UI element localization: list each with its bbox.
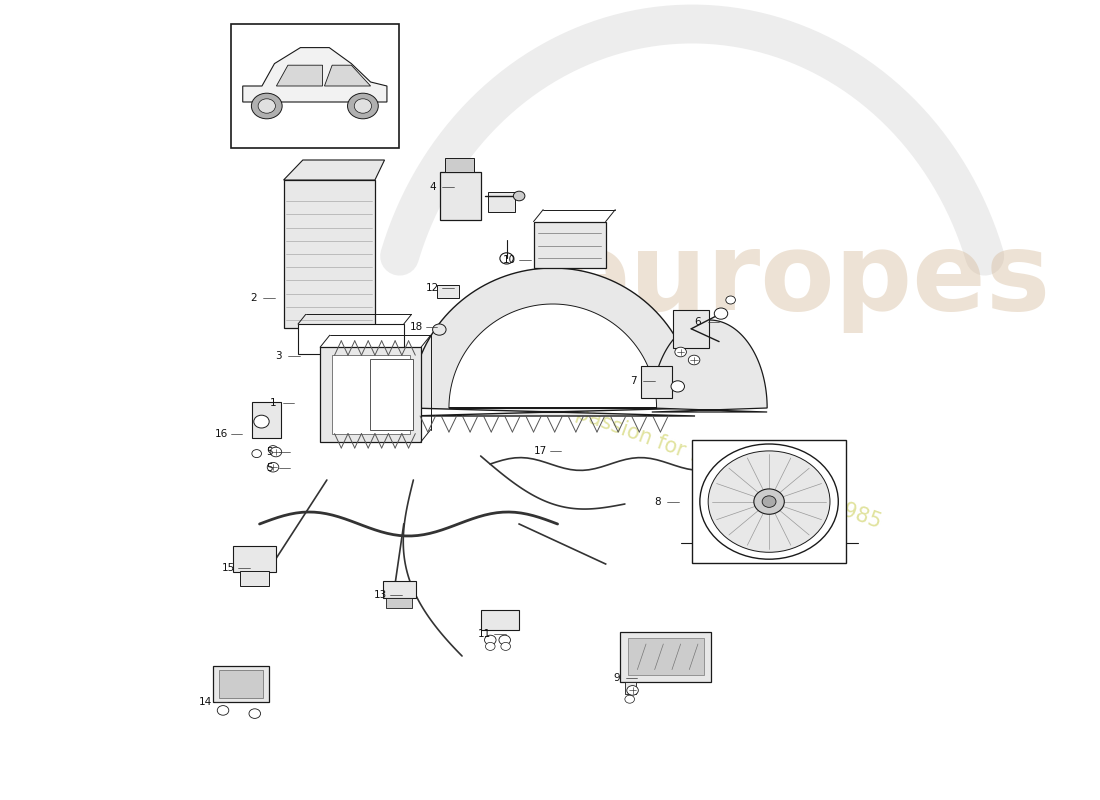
Circle shape (432, 324, 447, 335)
Circle shape (708, 451, 830, 552)
Text: 3: 3 (275, 351, 282, 361)
FancyBboxPatch shape (370, 359, 414, 430)
Circle shape (625, 695, 635, 703)
Text: 6: 6 (694, 318, 701, 327)
Polygon shape (652, 320, 767, 412)
Text: 5: 5 (266, 463, 273, 473)
FancyBboxPatch shape (440, 172, 481, 220)
Circle shape (499, 253, 514, 264)
Circle shape (499, 635, 510, 645)
Text: 11: 11 (477, 630, 491, 639)
Text: 14: 14 (199, 698, 212, 707)
FancyBboxPatch shape (620, 632, 712, 682)
Circle shape (714, 308, 728, 319)
FancyBboxPatch shape (252, 402, 280, 438)
Polygon shape (324, 66, 371, 86)
FancyBboxPatch shape (232, 546, 276, 572)
Text: 15: 15 (222, 563, 235, 573)
FancyBboxPatch shape (625, 682, 637, 694)
FancyBboxPatch shape (628, 638, 704, 675)
Text: 1: 1 (270, 398, 276, 408)
FancyBboxPatch shape (673, 310, 710, 348)
Text: 4: 4 (429, 182, 436, 192)
Circle shape (754, 489, 784, 514)
Text: 16: 16 (214, 429, 228, 438)
Polygon shape (284, 160, 385, 180)
FancyBboxPatch shape (534, 222, 606, 268)
FancyBboxPatch shape (213, 666, 270, 702)
Circle shape (348, 94, 378, 118)
Circle shape (267, 462, 278, 472)
Text: 9: 9 (613, 674, 619, 683)
Circle shape (252, 94, 283, 118)
FancyBboxPatch shape (383, 581, 416, 598)
FancyBboxPatch shape (692, 440, 846, 563)
Circle shape (700, 444, 838, 559)
Text: 7: 7 (630, 376, 637, 386)
FancyBboxPatch shape (332, 355, 409, 434)
Circle shape (249, 709, 261, 718)
Circle shape (514, 191, 525, 201)
Text: 8: 8 (654, 498, 661, 507)
FancyBboxPatch shape (641, 366, 672, 398)
Text: 17: 17 (534, 446, 547, 456)
Text: 18: 18 (409, 322, 422, 332)
FancyBboxPatch shape (298, 324, 404, 354)
Circle shape (268, 446, 278, 454)
Circle shape (218, 706, 229, 715)
Circle shape (726, 296, 736, 304)
Text: europes: europes (557, 227, 1050, 333)
Circle shape (271, 447, 282, 457)
FancyBboxPatch shape (488, 192, 515, 212)
Text: 5: 5 (266, 447, 273, 457)
FancyBboxPatch shape (320, 347, 421, 442)
FancyBboxPatch shape (481, 610, 519, 630)
Circle shape (675, 347, 686, 357)
Circle shape (258, 98, 275, 114)
Polygon shape (449, 304, 657, 408)
Circle shape (762, 496, 776, 507)
Circle shape (254, 415, 270, 428)
Text: 2: 2 (251, 293, 257, 302)
FancyBboxPatch shape (438, 285, 459, 298)
Polygon shape (243, 48, 387, 102)
FancyBboxPatch shape (386, 598, 412, 608)
Circle shape (671, 381, 684, 392)
FancyBboxPatch shape (284, 180, 375, 328)
FancyBboxPatch shape (240, 571, 270, 586)
Polygon shape (410, 268, 695, 416)
Circle shape (484, 635, 496, 645)
Circle shape (252, 450, 262, 458)
Circle shape (354, 98, 372, 114)
Text: a passion for Porsche since 1985: a passion for Porsche since 1985 (554, 396, 883, 532)
Text: 13: 13 (374, 590, 387, 600)
Text: 10: 10 (503, 255, 516, 265)
Circle shape (500, 642, 510, 650)
FancyBboxPatch shape (219, 670, 263, 698)
Text: 12: 12 (426, 283, 439, 293)
Polygon shape (276, 66, 322, 86)
FancyBboxPatch shape (446, 158, 474, 172)
Circle shape (485, 642, 495, 650)
FancyBboxPatch shape (231, 24, 399, 148)
Circle shape (627, 686, 638, 695)
Circle shape (689, 355, 700, 365)
